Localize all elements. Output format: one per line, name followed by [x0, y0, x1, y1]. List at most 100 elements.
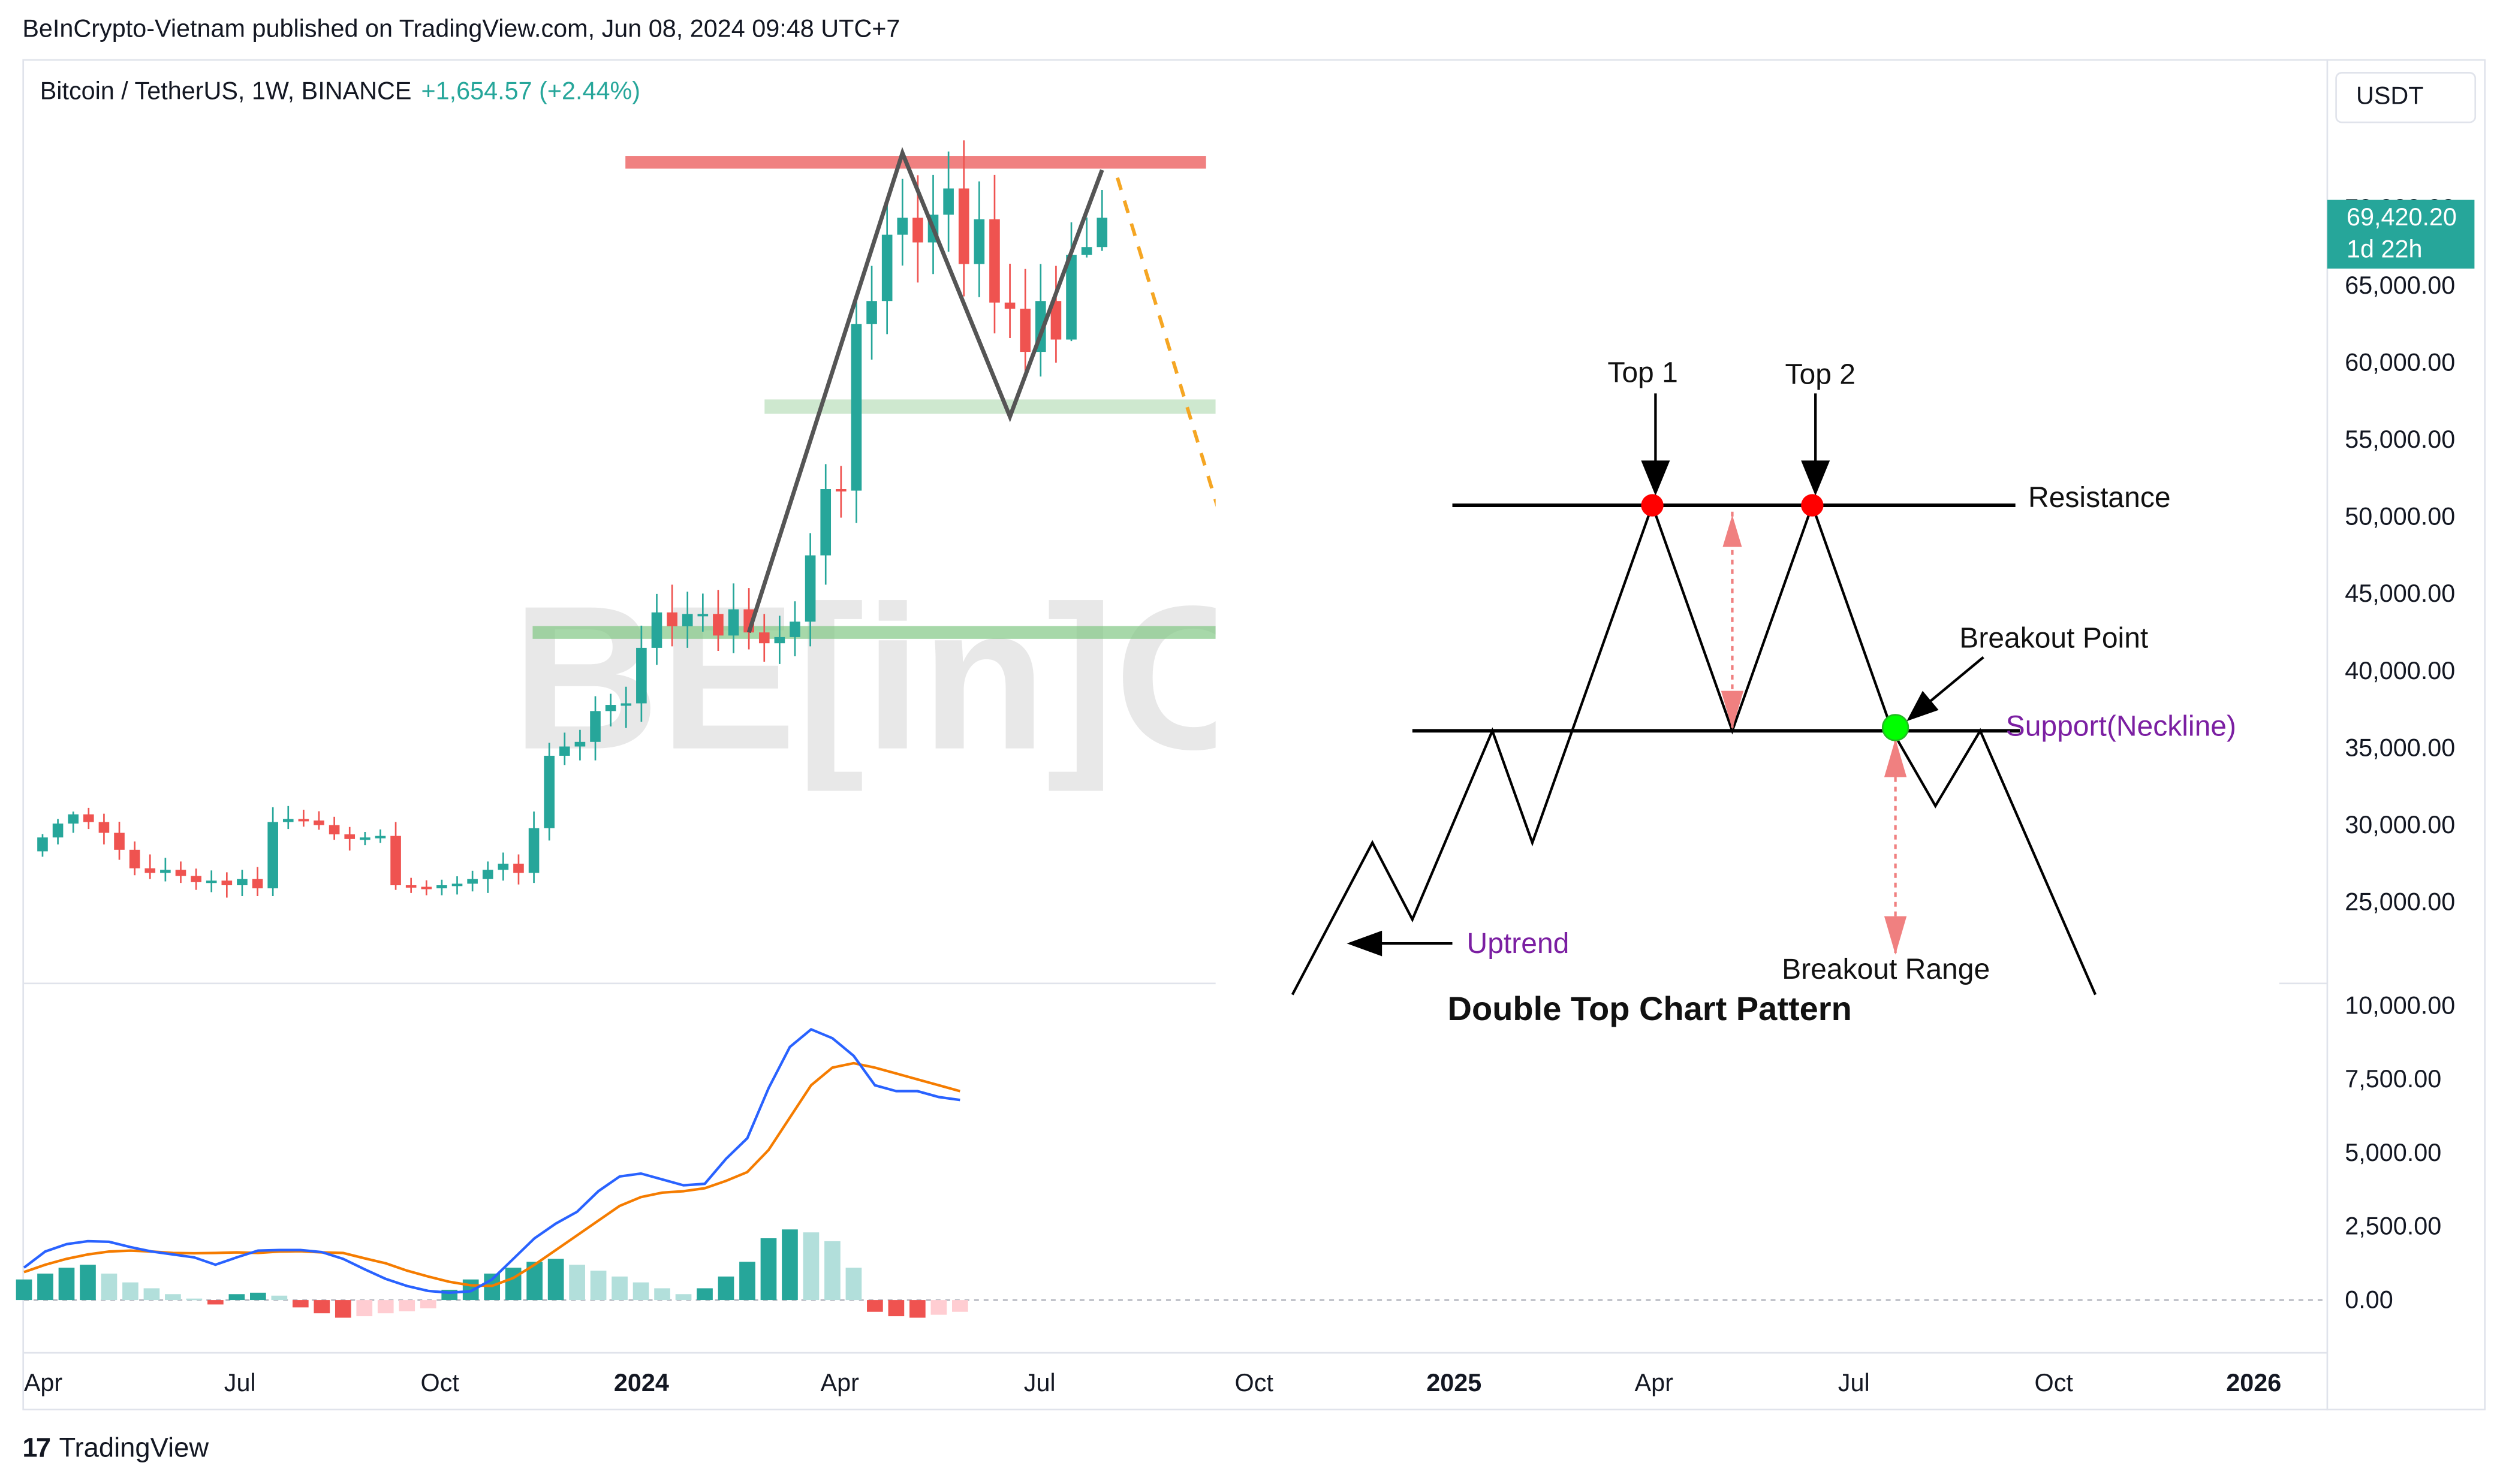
- candle-body: [713, 614, 724, 636]
- tradingview-logo-icon: 17: [22, 1432, 51, 1464]
- breakout-point-label: Breakout Point: [1959, 623, 2148, 654]
- candle-body: [421, 886, 432, 889]
- macd-histogram-bar: [951, 1300, 968, 1312]
- breakout-range-label: Breakout Range: [1782, 954, 1990, 985]
- top2-label: Top 2: [1785, 358, 1855, 390]
- breakout-marker: [1881, 714, 1909, 741]
- candle-body: [191, 876, 201, 882]
- candle-body: [958, 188, 969, 264]
- candle-body: [282, 819, 294, 822]
- candle-body: [1066, 255, 1077, 340]
- candle-body: [252, 879, 263, 889]
- macd-histogram-bar: [782, 1229, 798, 1301]
- candle-body: [605, 705, 616, 711]
- support-band-lower: [532, 626, 1216, 639]
- candle-body: [390, 835, 401, 885]
- macd-histogram-bar: [803, 1232, 820, 1301]
- candle-body: [329, 825, 340, 835]
- candle-body: [728, 609, 739, 636]
- macd-histogram-bar: [930, 1300, 947, 1315]
- macd-histogram-bar: [697, 1288, 713, 1301]
- macd-histogram-bar: [547, 1259, 564, 1301]
- candle-body: [1004, 302, 1016, 309]
- candle-body: [943, 188, 954, 215]
- candle-body: [758, 632, 770, 644]
- macd-histogram-bar: [569, 1265, 585, 1301]
- top1-label: Top 1: [1607, 357, 1677, 389]
- macd-tick-label: 5,000.00: [2345, 1139, 2441, 1166]
- tradingview-name: TradingView: [59, 1432, 209, 1464]
- macd-histogram-bar: [356, 1300, 373, 1317]
- candle-body: [820, 489, 832, 556]
- range-arrow-down-head: [1884, 916, 1907, 955]
- pattern-zigzag: [1291, 501, 2097, 996]
- candle-body: [590, 711, 601, 742]
- height-arrow-down-head: [1721, 690, 1744, 729]
- support-label: Support(Neckline): [2006, 710, 2236, 742]
- macd-histogram-bar: [888, 1300, 905, 1317]
- macd-histogram-bar: [420, 1300, 436, 1308]
- candle-body: [774, 637, 785, 644]
- candle-body: [98, 822, 110, 833]
- macd-histogram-bar: [143, 1288, 160, 1301]
- candle-body: [544, 755, 555, 828]
- candle-body: [375, 835, 386, 838]
- candle-body: [360, 837, 371, 840]
- candle-body: [405, 885, 417, 888]
- candle-body: [451, 883, 463, 886]
- time-tick-label: Jul: [1838, 1369, 1870, 1396]
- diagram-title: Double Top Chart Pattern: [1448, 990, 1852, 1027]
- macd-histogram-bar: [377, 1300, 394, 1314]
- macd-histogram-bar: [845, 1268, 862, 1301]
- candle-body: [682, 614, 693, 626]
- macd-histogram-bar: [58, 1268, 75, 1301]
- candle-body: [175, 870, 186, 876]
- tradingview-brand[interactable]: 17 TradingView: [22, 1433, 209, 1465]
- range-arrow-up-head: [1884, 738, 1907, 777]
- price-tick-label: 60,000.00: [2345, 348, 2455, 376]
- candle-body: [237, 879, 248, 885]
- macd-histogram-bar: [101, 1273, 118, 1301]
- price-tick-label: 25,000.00: [2345, 888, 2455, 916]
- macd-axis: 0.00 2,500.00 5,000.00 7,500.00 10,000.00: [2345, 992, 2455, 1314]
- macd-histogram-bar: [186, 1298, 203, 1301]
- symbol-name: Bitcoin / TetherUS, 1W, BINANCE: [40, 78, 412, 106]
- macd-histogram-bar: [612, 1276, 628, 1301]
- uptrend-arrow-head: [1347, 930, 1382, 957]
- macd-tick-label: 0.00: [2345, 1286, 2393, 1313]
- candle-body: [974, 219, 985, 264]
- candle-body: [513, 863, 524, 873]
- macd-histogram-bar: [867, 1300, 883, 1312]
- currency-unit-button[interactable]: USDT: [2335, 72, 2477, 123]
- symbol-legend[interactable]: Bitcoin / TetherUS, 1W, BINANCE +1,654.57…: [40, 79, 640, 107]
- macd-histogram-bar: [228, 1294, 245, 1301]
- macd-tick-label: 2,500.00: [2345, 1212, 2441, 1240]
- price-change: +1,654.57 (+2.44%): [421, 78, 641, 106]
- time-tick-label: 2025: [1426, 1369, 1481, 1396]
- time-tick-label: Apr: [821, 1369, 860, 1396]
- price-tick-label: 65,000.00: [2345, 272, 2455, 299]
- candle-body: [498, 863, 509, 870]
- candle-body: [897, 218, 908, 235]
- candle-body: [1050, 301, 1062, 340]
- candle-body: [83, 814, 94, 822]
- macd-histogram-bar: [122, 1282, 138, 1301]
- macd-histogram-bar: [207, 1300, 224, 1305]
- candle-body: [866, 301, 877, 324]
- time-tick-label: Oct: [2035, 1369, 2074, 1396]
- double-top-zigzag: [746, 147, 1104, 634]
- candle-body: [851, 324, 862, 491]
- resistance-band: [625, 156, 1206, 169]
- candle-body: [636, 647, 647, 704]
- macd-histogram-bar: [399, 1300, 415, 1311]
- candle-body: [574, 741, 586, 747]
- breakout-arrow-line: [1926, 656, 1984, 705]
- candle-body: [559, 746, 570, 756]
- macd-histogram-bar: [292, 1300, 309, 1308]
- top1-marker: [1641, 494, 1664, 517]
- candle-body: [912, 218, 923, 243]
- macd-histogram-bar: [675, 1294, 692, 1301]
- candle-body: [298, 819, 309, 822]
- price-tick-label: 45,000.00: [2345, 580, 2455, 607]
